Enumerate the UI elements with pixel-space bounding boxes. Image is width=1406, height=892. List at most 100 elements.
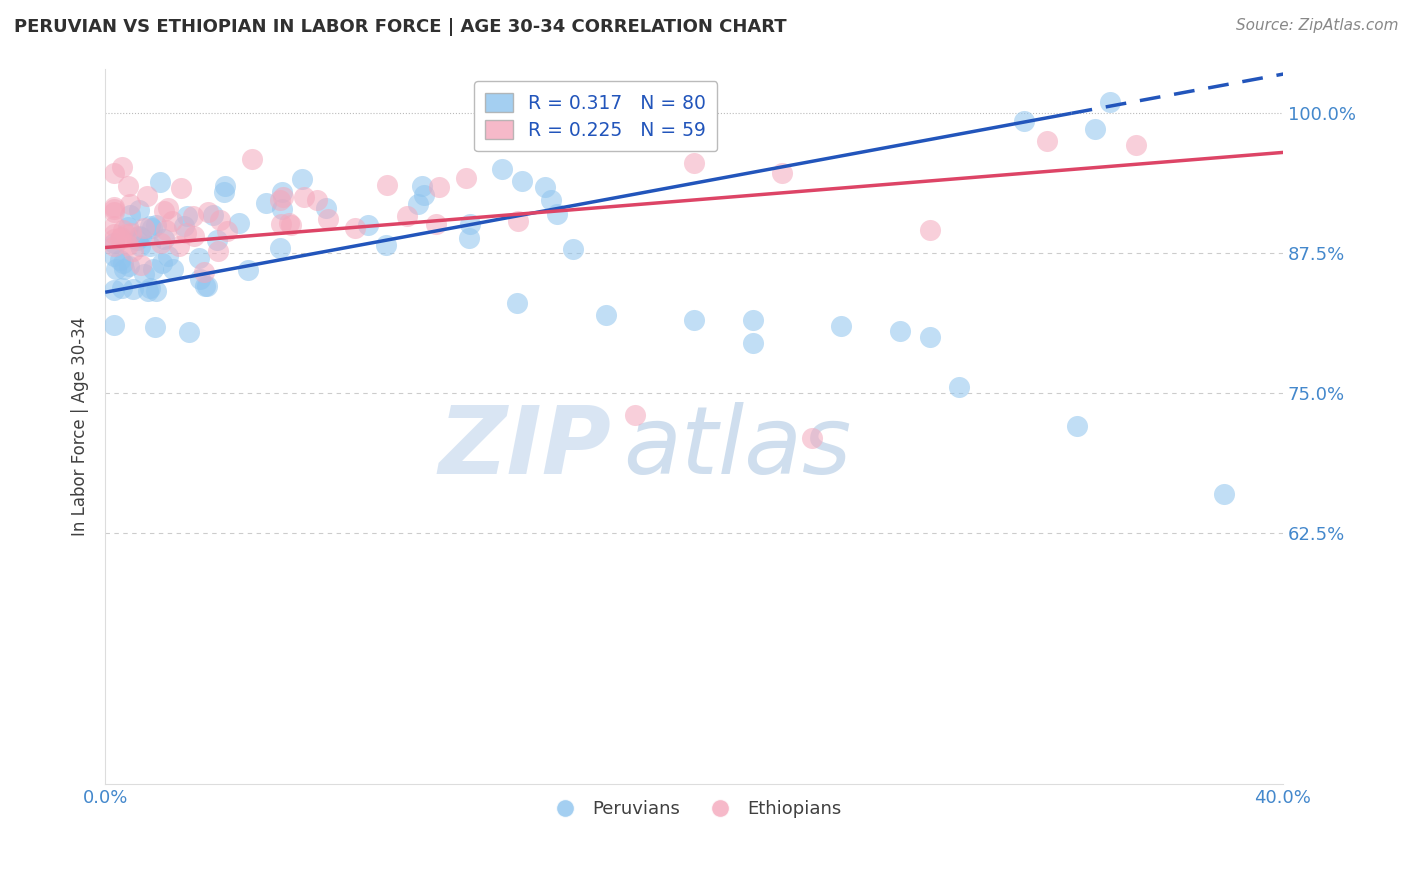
Point bbox=[156, 250, 179, 264]
Point bbox=[344, 221, 367, 235]
Point bbox=[181, 209, 204, 223]
Point bbox=[176, 209, 198, 223]
Point bbox=[1213, 486, 1236, 500]
Point bbox=[136, 284, 159, 298]
Point bbox=[292, 190, 315, 204]
Point bbox=[412, 187, 434, 202]
Point bbox=[129, 258, 152, 272]
Point bbox=[208, 212, 231, 227]
Point bbox=[1098, 95, 1121, 109]
Legend: Peruvians, Ethiopians: Peruvians, Ethiopians bbox=[540, 793, 848, 825]
Point bbox=[103, 232, 125, 246]
Point bbox=[546, 206, 568, 220]
Point bbox=[315, 202, 337, 216]
Point bbox=[120, 226, 142, 240]
Point bbox=[177, 326, 200, 340]
Point bbox=[111, 223, 134, 237]
Point bbox=[111, 160, 134, 174]
Point bbox=[127, 233, 149, 247]
Point bbox=[770, 166, 793, 180]
Point bbox=[128, 239, 150, 253]
Point bbox=[143, 319, 166, 334]
Point bbox=[948, 380, 970, 394]
Point bbox=[742, 313, 765, 327]
Point bbox=[270, 217, 292, 231]
Point bbox=[375, 178, 398, 193]
Point bbox=[683, 156, 706, 170]
Point bbox=[683, 313, 706, 327]
Point bbox=[142, 262, 165, 277]
Point bbox=[145, 219, 167, 233]
Point bbox=[187, 251, 209, 265]
Point bbox=[277, 216, 299, 230]
Point bbox=[540, 193, 562, 207]
Point bbox=[456, 170, 478, 185]
Point bbox=[742, 335, 765, 350]
Point bbox=[918, 330, 941, 344]
Point bbox=[662, 106, 685, 120]
Point bbox=[169, 181, 191, 195]
Point bbox=[128, 228, 150, 243]
Point bbox=[134, 267, 156, 281]
Point bbox=[149, 235, 172, 250]
Point bbox=[427, 180, 450, 194]
Point bbox=[458, 217, 481, 231]
Point bbox=[305, 193, 328, 207]
Point bbox=[183, 229, 205, 244]
Point bbox=[120, 208, 142, 222]
Point bbox=[129, 229, 152, 244]
Point bbox=[506, 214, 529, 228]
Point bbox=[139, 239, 162, 253]
Point bbox=[111, 256, 134, 270]
Point bbox=[201, 208, 224, 222]
Text: ZIP: ZIP bbox=[439, 402, 612, 494]
Point bbox=[506, 296, 529, 310]
Point bbox=[256, 195, 278, 210]
Point bbox=[188, 272, 211, 286]
Point bbox=[291, 171, 314, 186]
Point bbox=[205, 233, 228, 247]
Point bbox=[595, 308, 617, 322]
Point bbox=[269, 193, 291, 207]
Point bbox=[117, 178, 139, 193]
Point bbox=[280, 218, 302, 232]
Point bbox=[152, 231, 174, 245]
Point bbox=[269, 241, 291, 255]
Point bbox=[108, 252, 131, 267]
Text: PERUVIAN VS ETHIOPIAN IN LABOR FORCE | AGE 30-34 CORRELATION CHART: PERUVIAN VS ETHIOPIAN IN LABOR FORCE | A… bbox=[14, 18, 787, 36]
Point bbox=[103, 227, 125, 241]
Point bbox=[195, 279, 218, 293]
Point bbox=[155, 223, 177, 237]
Point bbox=[103, 318, 125, 332]
Point bbox=[103, 204, 125, 219]
Point bbox=[103, 200, 125, 214]
Point bbox=[214, 178, 236, 193]
Point bbox=[1066, 419, 1088, 434]
Point bbox=[104, 261, 127, 276]
Point bbox=[103, 238, 125, 252]
Point bbox=[162, 261, 184, 276]
Point bbox=[108, 232, 131, 246]
Point bbox=[240, 152, 263, 166]
Point bbox=[152, 204, 174, 219]
Point bbox=[150, 256, 173, 270]
Point bbox=[533, 179, 555, 194]
Point bbox=[110, 229, 132, 244]
Point bbox=[411, 178, 433, 193]
Text: atlas: atlas bbox=[623, 402, 852, 493]
Point bbox=[375, 237, 398, 252]
Point bbox=[271, 190, 294, 204]
Point bbox=[111, 281, 134, 295]
Point bbox=[624, 409, 647, 423]
Point bbox=[117, 220, 139, 235]
Point bbox=[425, 217, 447, 231]
Point bbox=[121, 244, 143, 258]
Point bbox=[207, 244, 229, 258]
Point bbox=[889, 325, 911, 339]
Point bbox=[194, 278, 217, 293]
Point bbox=[132, 221, 155, 235]
Point bbox=[491, 162, 513, 177]
Point bbox=[128, 202, 150, 217]
Point bbox=[1125, 137, 1147, 152]
Point bbox=[115, 227, 138, 241]
